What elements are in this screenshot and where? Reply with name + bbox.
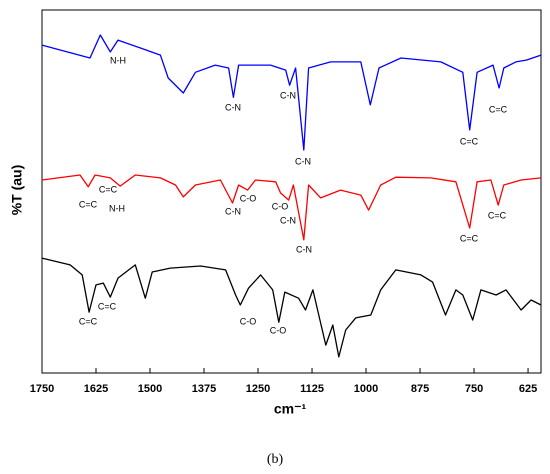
peak-annotation: C=C [460, 136, 479, 146]
peak-annotation: C=C [489, 104, 508, 114]
peak-annotation: C-O [240, 316, 257, 326]
peak-annotation: C-N [280, 215, 296, 225]
x-tick-label: 1750 [30, 383, 54, 395]
peak-annotation: N-H [109, 203, 125, 213]
peak-annotation: C-N [225, 206, 241, 216]
peak-annotation: C-O [272, 201, 289, 211]
peak-annotation: C-N [295, 156, 311, 166]
peak-annotation: C=C [98, 301, 117, 311]
y-axis-label: %T (au) [9, 165, 25, 216]
x-tick-label: 875 [411, 383, 429, 395]
x-tick-label: 625 [519, 383, 537, 395]
peak-annotation: C=C [488, 210, 507, 220]
peak-annotation: C=C [99, 184, 118, 194]
peak-annotation: C=C [79, 316, 98, 326]
x-tick-label: 1000 [354, 383, 378, 395]
plot-frame [41, 9, 542, 374]
spectrum-line [41, 34, 542, 151]
peak-annotation: C-O [240, 193, 257, 203]
peak-annotation: C-N [296, 244, 312, 254]
spectrum-line [41, 174, 542, 241]
spectrum-line [41, 257, 542, 358]
peak-annotation: C-N [225, 102, 241, 112]
peak-annotation: C=C [460, 233, 479, 243]
x-tick-label: 1625 [84, 383, 108, 395]
x-tick-label: 1375 [192, 383, 216, 395]
x-tick-label: 1250 [246, 383, 270, 395]
x-tick-label: 1500 [138, 383, 162, 395]
caption: (b) [267, 452, 284, 467]
peak-annotation: N-H [110, 55, 126, 65]
peak-annotation: C-O [270, 325, 287, 335]
x-tick-label: 750 [465, 383, 483, 395]
x-axis-label: cm⁻¹ [274, 401, 307, 417]
peak-annotation: C-N [280, 90, 296, 100]
x-tick-label: 1125 [300, 383, 324, 395]
peak-annotation: C=C [79, 199, 98, 209]
